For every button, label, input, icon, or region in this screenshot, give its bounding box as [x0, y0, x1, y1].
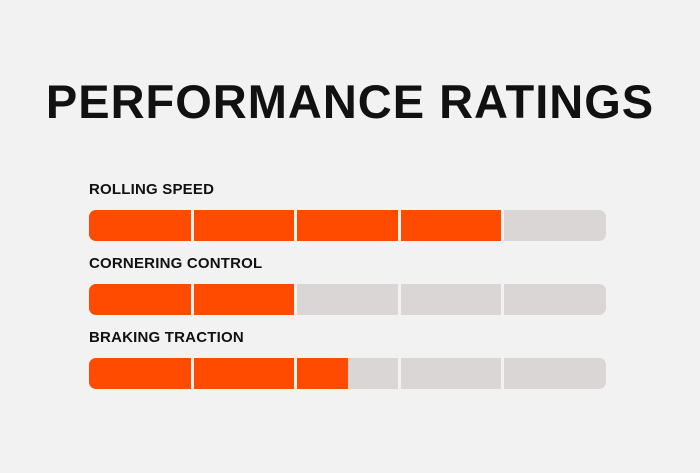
- rating-rolling-speed: ROLLING SPEED: [89, 181, 606, 241]
- rating-bar-divider: [397, 358, 401, 389]
- rating-bar-divider: [501, 284, 505, 315]
- rating-bar: [89, 358, 606, 389]
- rating-bar-fill: [89, 358, 348, 389]
- rating-bar-divider: [501, 210, 505, 241]
- rating-cornering-control: CORNERING CONTROL: [89, 255, 606, 315]
- rating-bar-divider: [190, 284, 194, 315]
- rating-label: CORNERING CONTROL: [89, 255, 263, 272]
- ratings-list: ROLLING SPEED CORNERING CONTROL BRAKING …: [89, 181, 606, 403]
- rating-bar-divider: [397, 210, 401, 241]
- rating-label: ROLLING SPEED: [89, 181, 215, 198]
- rating-bar-divider: [294, 284, 298, 315]
- rating-bar: [89, 284, 606, 315]
- rating-bar-divider: [501, 358, 505, 389]
- rating-bar-divider: [294, 210, 298, 241]
- rating-bar-divider: [294, 358, 298, 389]
- rating-bar-divider: [397, 284, 401, 315]
- rating-bar-divider: [190, 210, 194, 241]
- page-title: PERFORMANCE RATINGS: [45, 75, 655, 128]
- rating-braking-traction: BRAKING TRACTION: [89, 329, 606, 389]
- rating-bar-divider: [190, 358, 194, 389]
- rating-bar: [89, 210, 606, 241]
- rating-label: BRAKING TRACTION: [89, 329, 244, 346]
